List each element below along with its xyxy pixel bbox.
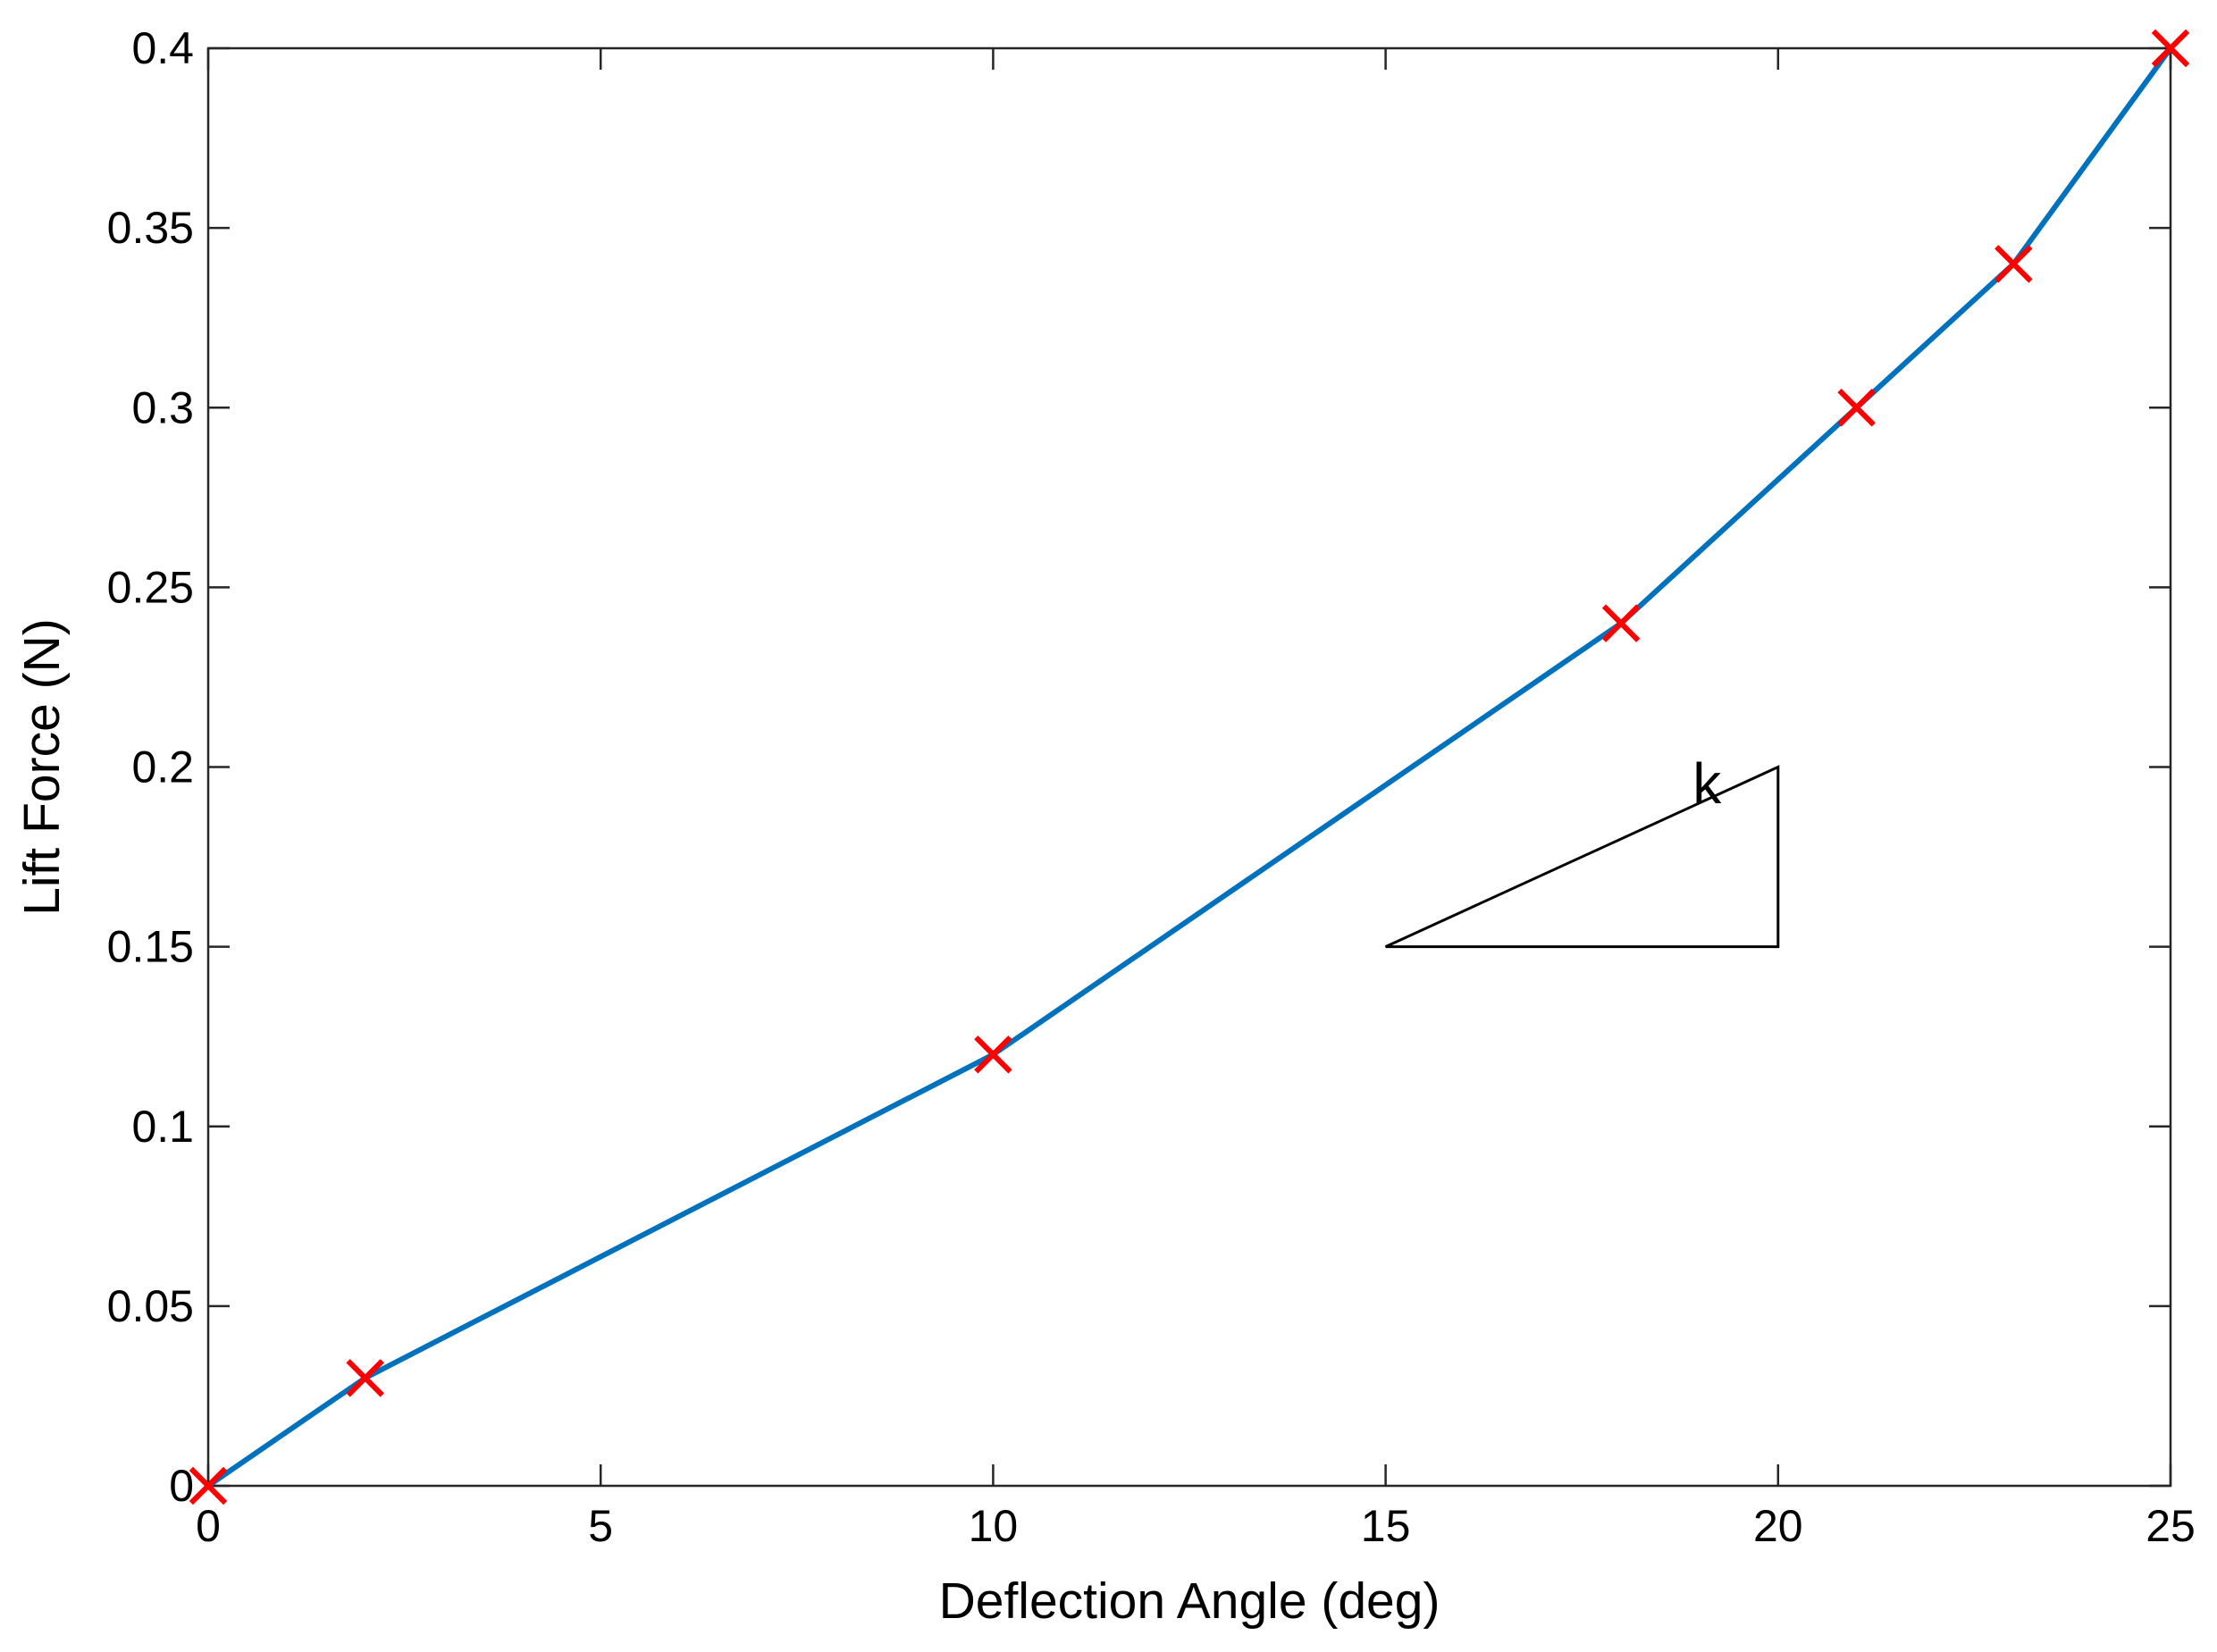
data-point-marker (1994, 245, 2033, 283)
x-axis-label: Deflection Angle (deg) (939, 1572, 1440, 1630)
data-point-marker (346, 1359, 384, 1397)
data-point-marker (1601, 604, 1641, 642)
y-axis-label: Lift Force (N) (13, 618, 71, 916)
data-point-marker (2151, 29, 2190, 68)
slope-label: k (1692, 751, 1722, 816)
annotations: k (1384, 751, 1780, 949)
y-tick-label: 0 (169, 1461, 194, 1511)
y-tick-label: 0.15 (107, 922, 194, 972)
x-tick-label: 10 (969, 1501, 1019, 1551)
x-tick-label: 0 (196, 1501, 221, 1551)
y-tick-label: 0.35 (107, 203, 194, 253)
x-tick-label: 5 (588, 1501, 613, 1551)
data-point-marker (1837, 389, 1876, 427)
axes: 0 5 10 15 20 25 0 0.05 0.1 0.15 0.2 0.25 0.3 0.35 0.4 (107, 23, 2196, 1551)
y-tick-label: 0.4 (131, 23, 194, 73)
x-tick-label: 25 (2146, 1501, 2196, 1551)
y-tick-label: 0.3 (131, 382, 194, 432)
plot-series (189, 29, 2190, 1505)
data-point-marker (189, 1466, 228, 1505)
y-tick-label: 0.05 (107, 1281, 194, 1331)
y-tick-label: 0.25 (107, 562, 194, 612)
data-point-marker (974, 1036, 1012, 1074)
axis-labels: Deflection Angle (deg) Lift Force (N) (13, 618, 1440, 1630)
x-tick-label: 20 (1753, 1501, 1803, 1551)
slope-triangle (1384, 765, 1780, 949)
y-tick-label: 0.2 (131, 742, 194, 792)
x-tick-label: 15 (1361, 1501, 1411, 1551)
y-tick-label: 0.1 (131, 1102, 194, 1152)
